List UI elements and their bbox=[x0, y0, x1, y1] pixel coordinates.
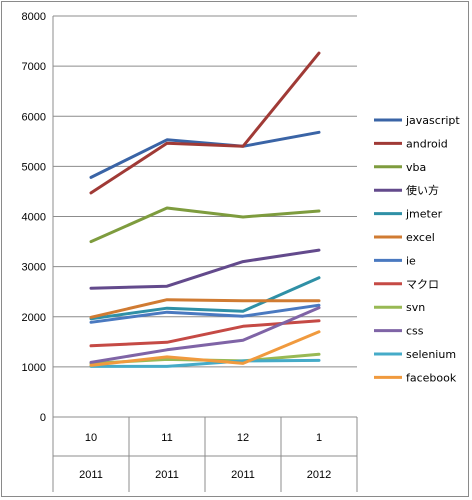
legend-label: svn bbox=[406, 301, 425, 314]
legend-label: vba bbox=[406, 161, 426, 174]
legend-label: ie bbox=[406, 254, 416, 267]
x-tick-label-year: 2011 bbox=[155, 469, 179, 481]
legend-label: マクロ bbox=[406, 278, 439, 291]
x-tick-label-year: 2011 bbox=[231, 469, 255, 481]
legend-label: javascript bbox=[405, 114, 460, 127]
y-tick-label: 5000 bbox=[22, 161, 46, 173]
y-tick-label: 8000 bbox=[22, 11, 46, 23]
y-tick-label: 6000 bbox=[22, 111, 46, 123]
series-line-ie bbox=[89, 303, 321, 324]
series-line-javascript bbox=[89, 130, 321, 179]
x-tick-label-year: 2012 bbox=[307, 469, 331, 481]
series-line-jmeter bbox=[89, 276, 321, 321]
series-line-selenium bbox=[89, 358, 321, 368]
series-line-excel bbox=[89, 298, 321, 319]
series-line-facebook bbox=[89, 330, 321, 367]
series-line-使い方 bbox=[89, 248, 321, 290]
legend-label: 使い方 bbox=[406, 183, 439, 197]
legend-label: facebook bbox=[406, 371, 457, 384]
y-tick-label: 2000 bbox=[22, 312, 46, 324]
legend-label: jmeter bbox=[405, 208, 443, 221]
x-tick-label-month: 11 bbox=[161, 432, 172, 444]
y-tick-label: 1000 bbox=[22, 362, 46, 374]
series-line-css bbox=[89, 306, 321, 364]
legend-label: selenium bbox=[406, 348, 456, 361]
y-tick-label: 3000 bbox=[22, 262, 46, 274]
legend-label: android bbox=[406, 137, 448, 150]
x-tick-label-month: 10 bbox=[85, 432, 97, 444]
series-line-マクロ bbox=[89, 319, 321, 348]
x-tick-label-month: 12 bbox=[237, 432, 249, 444]
y-tick-label: 4000 bbox=[22, 212, 46, 224]
x-tick-label-month: 1 bbox=[316, 432, 322, 444]
legend-label: excel bbox=[406, 231, 435, 244]
series-line-vba bbox=[89, 206, 321, 244]
x-tick-label-year: 2011 bbox=[79, 469, 103, 481]
series-line-android bbox=[89, 51, 321, 195]
legend-label: css bbox=[406, 325, 424, 338]
y-tick-label: 7000 bbox=[22, 61, 46, 73]
y-tick-label: 0 bbox=[40, 412, 46, 424]
